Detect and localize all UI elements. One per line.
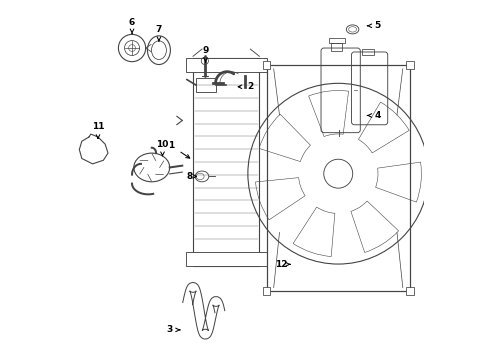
Text: 8: 8 — [186, 172, 196, 181]
Bar — [329, 38, 344, 43]
Bar — [263, 287, 270, 295]
Bar — [186, 252, 267, 266]
Bar — [331, 43, 342, 51]
Text: 7: 7 — [156, 25, 162, 41]
Text: 3: 3 — [167, 325, 180, 334]
Text: 1: 1 — [169, 141, 190, 158]
Text: 10: 10 — [156, 140, 169, 156]
Bar — [406, 287, 414, 295]
Text: 4: 4 — [368, 111, 381, 120]
Text: 5: 5 — [368, 21, 381, 30]
Bar — [186, 58, 267, 72]
Text: 11: 11 — [92, 122, 104, 138]
Bar — [362, 49, 374, 55]
Bar — [263, 61, 270, 69]
Text: 9: 9 — [202, 46, 209, 62]
Text: 2: 2 — [238, 82, 253, 91]
Bar — [196, 78, 216, 92]
Text: 12: 12 — [274, 260, 290, 269]
Bar — [193, 58, 259, 266]
Text: 6: 6 — [129, 18, 135, 34]
Bar — [406, 61, 414, 69]
Bar — [267, 65, 410, 291]
